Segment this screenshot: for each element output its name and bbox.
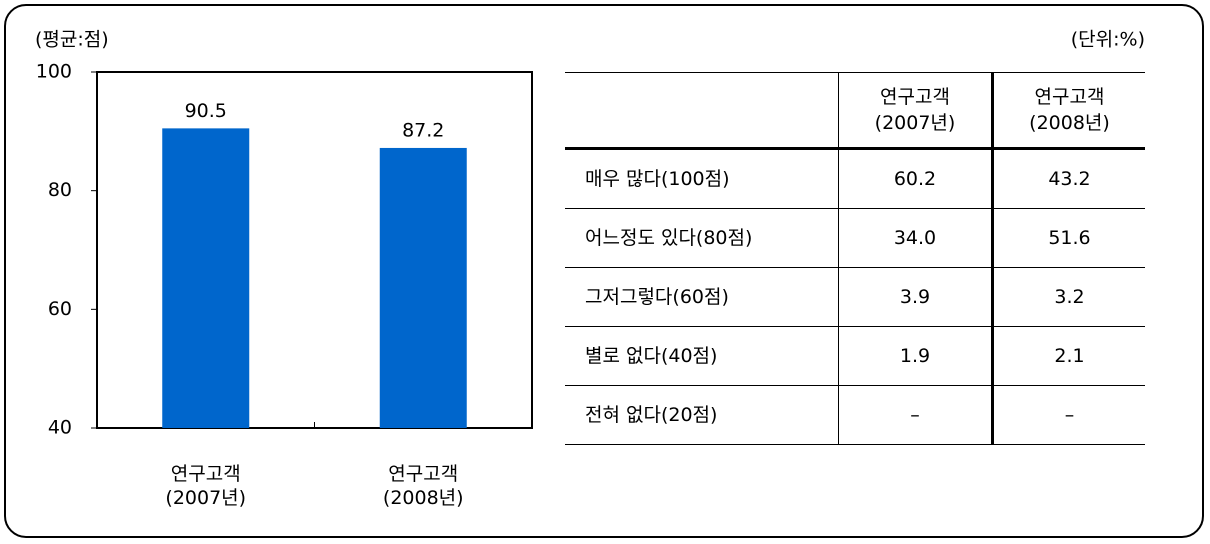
header-cell: 연구고객 (2007년) (838, 72, 993, 150)
header-cell: 연구고객 (2008년) (991, 72, 1145, 150)
data-table: 연구고객 (2007년) 연구고객 (2008년) 매우 많다(100점) 60.2 4… (565, 72, 1145, 445)
y-tick-label: 60 (48, 298, 72, 320)
table-row: 그저그렇다(60점) 3.9 3.2 (565, 267, 1145, 327)
value-cell: – (838, 385, 993, 445)
bar (379, 147, 467, 429)
y-tick-label: 100 (36, 61, 72, 83)
row-label: 별로 없다(40점) (565, 326, 839, 386)
value-cell: 34.0 (838, 208, 993, 268)
table-row: 어느정도 있다(80점) 34.0 51.6 (565, 208, 1145, 268)
table-row: 전혀 없다(20점) – – (565, 385, 1145, 445)
row-label: 매우 많다(100점) (565, 148, 839, 209)
value-cell: 51.6 (991, 208, 1145, 268)
header-cell (565, 72, 839, 150)
value-cell: 43.2 (991, 148, 1145, 209)
value-label: 90.5 (185, 100, 227, 122)
table-header-row: 연구고객 (2007년) 연구고객 (2008년) (565, 72, 1145, 150)
y-tick-label: 80 (48, 179, 72, 201)
x-tick-label: 연구고객 (2007년) (165, 463, 247, 509)
frame (4, 4, 1204, 538)
value-cell: 3.9 (838, 267, 993, 327)
table-unit: (단위:%) (1071, 29, 1145, 51)
value-cell: 60.2 (838, 148, 993, 209)
table-row: 별로 없다(40점) 1.9 2.1 (565, 326, 1145, 386)
table-row: 매우 많다(100점) 60.2 43.2 (565, 148, 1145, 209)
value-cell: – (991, 385, 1145, 445)
row-label: 어느정도 있다(80점) (565, 208, 839, 268)
x-tick-label: 연구고객 (2008년) (382, 463, 464, 509)
value-cell: 1.9 (838, 326, 993, 386)
row-label: 전혀 없다(20점) (565, 385, 839, 445)
row-label: 그저그렇다(60점) (565, 267, 839, 327)
value-label: 87.2 (402, 119, 444, 141)
value-cell: 3.2 (991, 267, 1145, 327)
value-cell: 2.1 (991, 326, 1145, 386)
y-tick-label: 40 (48, 417, 72, 439)
bar (162, 128, 250, 428)
y-unit-label: (평균:점) (35, 29, 109, 51)
